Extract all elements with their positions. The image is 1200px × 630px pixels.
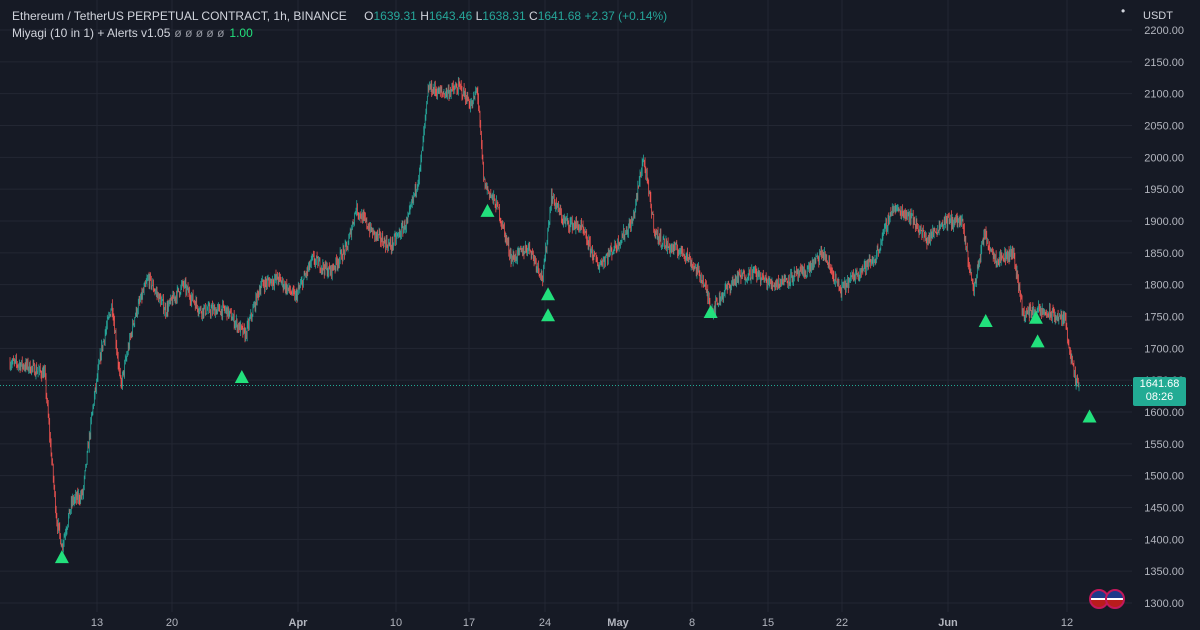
y-tick-label: 1350.00 — [1144, 566, 1184, 578]
x-tick-label: 10 — [390, 617, 402, 629]
buy-signal-marker — [978, 313, 993, 327]
buy-signal-marker — [1030, 334, 1045, 348]
indicator-legend[interactable]: Miyagi (10 in 1) + Alerts v1.05 ø ø ø ø ø… — [12, 26, 253, 40]
y-tick-label: 1400.00 — [1144, 534, 1184, 546]
y-tick-label: 1900.00 — [1144, 216, 1184, 228]
y-tick-label: 1550.00 — [1144, 439, 1184, 451]
open-label: O — [364, 9, 374, 23]
x-axis: 13 20 Apr 10 17 24 May 8 15 22 Jun 12 — [91, 617, 1073, 629]
x-tick-label: 15 — [762, 617, 774, 629]
last-price-value: 1641.68 — [1139, 378, 1180, 390]
y-tick-label: 1850.00 — [1144, 248, 1184, 260]
low-label: L — [475, 9, 483, 23]
symbol-title[interactable]: Ethereum / TetherUS PERPETUAL CONTRACT, … — [12, 9, 347, 23]
candles-layer — [9, 76, 1080, 553]
indicator-name: Miyagi (10 in 1) + Alerts v1.05 — [12, 26, 171, 40]
x-tick-label: May — [607, 617, 629, 629]
y-tick-label: 1700.00 — [1144, 343, 1184, 355]
y-tick-label: 2200.00 — [1144, 25, 1184, 37]
high-value: 1643.46 — [428, 9, 473, 23]
indicator-values: ø ø ø ø ø — [174, 26, 225, 40]
indicator-value: 1.00 — [229, 26, 253, 40]
buy-signal-marker — [541, 287, 556, 301]
x-tick-label: Jun — [938, 617, 958, 629]
y-tick-label: 1800.00 — [1144, 280, 1184, 292]
buy-signal-marker — [703, 305, 718, 319]
close-label: C — [529, 9, 538, 23]
buy-signal-marker — [54, 550, 69, 564]
y-tick-label: 1600.00 — [1144, 407, 1184, 419]
currency-label[interactable]: USDT — [1143, 10, 1173, 22]
buy-signal-marker — [541, 308, 556, 322]
events-flags[interactable] — [1089, 589, 1125, 614]
us-flag-icon[interactable] — [1105, 589, 1125, 609]
y-tick-label: 2000.00 — [1144, 152, 1184, 164]
x-tick-label: 8 — [689, 617, 695, 629]
high-label: H — [420, 9, 429, 23]
buy-signal-marker — [1028, 310, 1043, 324]
x-tick-label: Apr — [289, 617, 309, 629]
bar-countdown: 08:26 — [1145, 391, 1174, 403]
y-tick-label: 1500.00 — [1144, 471, 1184, 483]
grid-lines — [0, 0, 1132, 612]
y-tick-label: 1450.00 — [1144, 503, 1184, 515]
y-tick-label: 1750.00 — [1144, 312, 1184, 324]
open-value: 1639.31 — [373, 9, 417, 23]
close-value: 1641.68 — [537, 9, 582, 23]
x-tick-label: 13 — [91, 617, 103, 629]
signals-layer — [54, 203, 1097, 564]
y-tick-label: 2150.00 — [1144, 57, 1184, 69]
buy-signal-marker — [234, 369, 249, 383]
y-tick-label: 2050.00 — [1144, 121, 1184, 133]
x-tick-label: 24 — [539, 617, 551, 629]
symbol-header: Ethereum / TetherUS PERPETUAL CONTRACT, … — [12, 9, 667, 23]
dot-menu-icon[interactable]: • — [1121, 4, 1126, 18]
buy-signal-marker — [480, 203, 495, 217]
last-price-tag: 1641.68 08:26 — [1133, 377, 1186, 406]
x-tick-label: 17 — [463, 617, 475, 629]
y-tick-label: 2100.00 — [1144, 89, 1184, 101]
change-value: +2.37 (+0.14%) — [584, 9, 668, 23]
low-value: 1638.31 — [482, 9, 526, 23]
x-tick-label: 12 — [1061, 617, 1073, 629]
y-tick-label: 1950.00 — [1144, 184, 1184, 196]
x-tick-label: 20 — [166, 617, 178, 629]
y-tick-label: 1300.00 — [1144, 598, 1184, 610]
x-tick-label: 22 — [836, 617, 848, 629]
buy-signal-marker — [1082, 409, 1097, 423]
